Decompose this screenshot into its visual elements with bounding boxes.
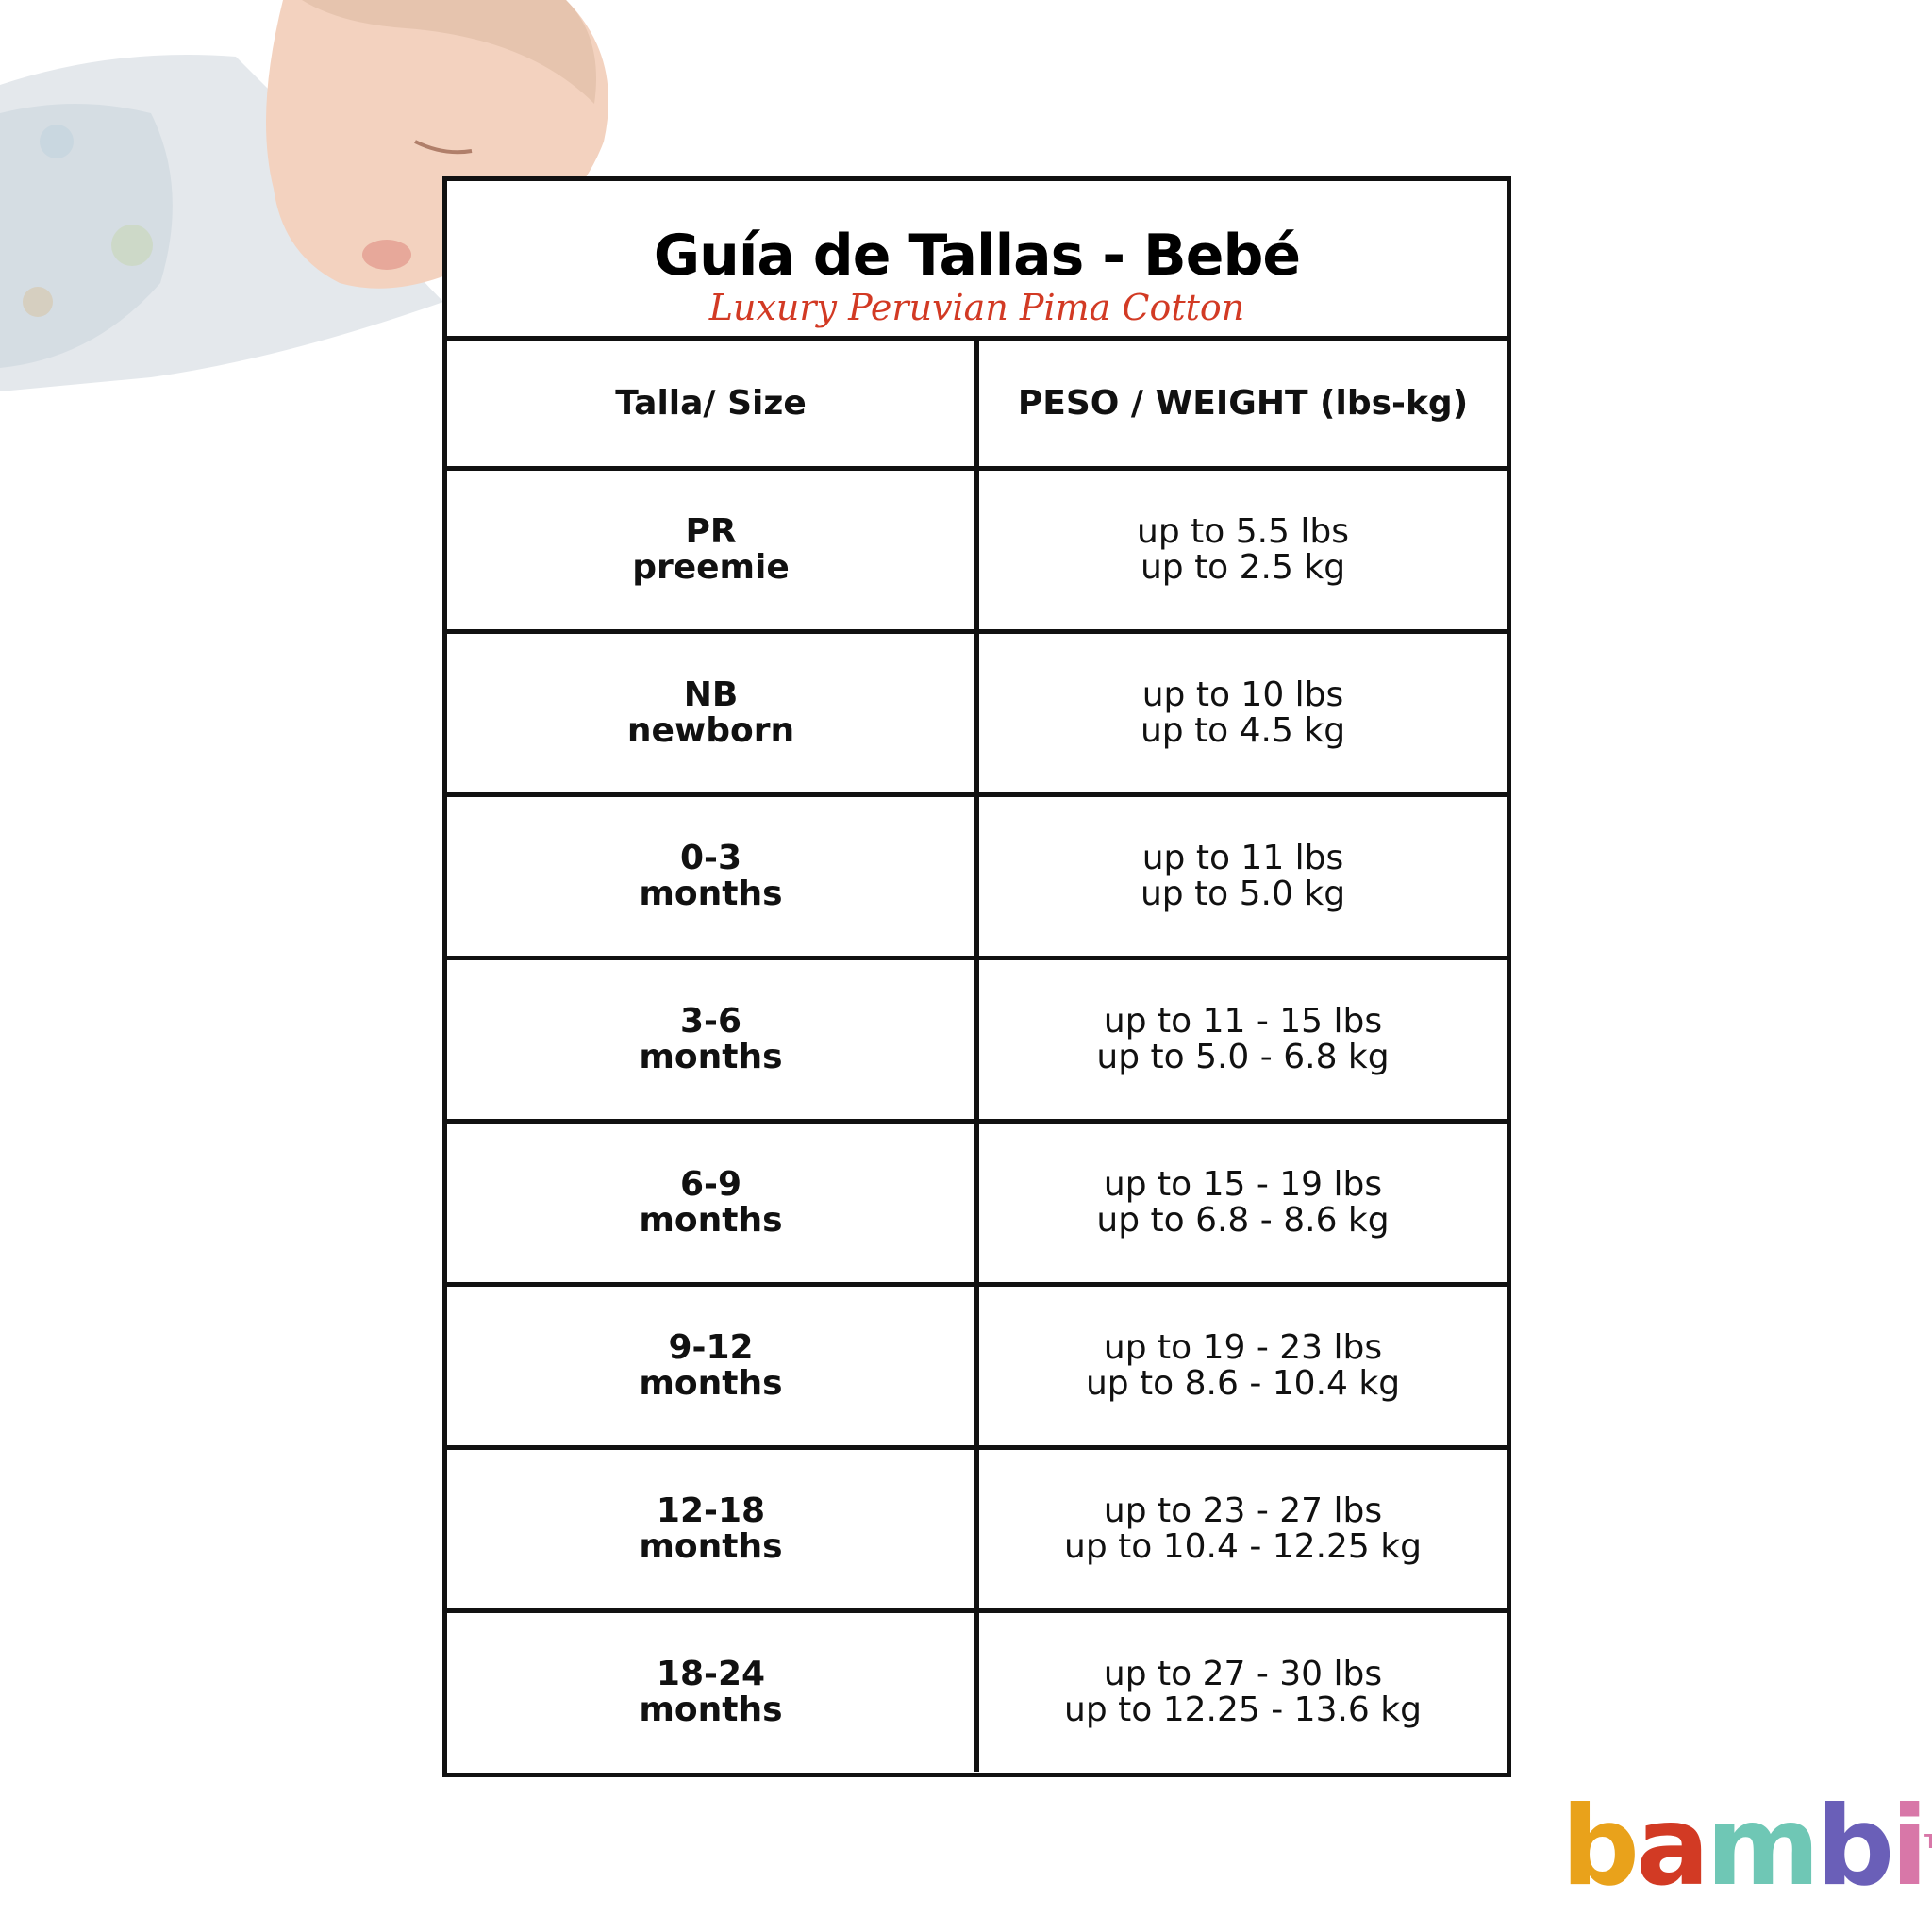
table-row: NB newborn up to 10 lbs up to 4.5 kg xyxy=(447,634,1507,797)
weight-cell: up to 19 - 23 lbs up to 8.6 - 10.4 kg xyxy=(979,1287,1507,1445)
weight-cell-line: up to 12.25 - 13.6 kg xyxy=(1064,1690,1422,1729)
weight-cell-line: up to 10.4 - 12.25 kg xyxy=(1064,1527,1422,1566)
size-cell-line: months xyxy=(639,1201,783,1240)
weight-cell: up to 15 - 19 lbs up to 6.8 - 8.6 kg xyxy=(979,1124,1507,1282)
size-cell-line: months xyxy=(639,1690,783,1729)
size-cell-line: 18-24 xyxy=(656,1655,766,1693)
size-cell-line: newborn xyxy=(626,711,795,750)
table-row: 12-18 months up to 23 - 27 lbs up to 10.4 -… xyxy=(447,1450,1507,1613)
weight-cell-line: up to 5.0 - 6.8 kg xyxy=(1096,1038,1390,1076)
table-header: Guía de Tallas - Bebé Luxury Peruvian Pi… xyxy=(447,181,1507,341)
size-cell-line: months xyxy=(639,1038,783,1076)
size-cell-line: preemie xyxy=(632,548,790,587)
weight-cell-line: up to 11 - 15 lbs xyxy=(1103,1002,1383,1041)
sleeping-baby-photo xyxy=(0,0,608,391)
bambi-logo: bambiTM xyxy=(1561,1783,1932,1910)
weight-cell-line: up to 2.5 kg xyxy=(1140,548,1346,587)
weight-cell: up to 11 lbs up to 5.0 kg xyxy=(979,797,1507,956)
weight-cell: up to 11 - 15 lbs up to 5.0 - 6.8 kg xyxy=(979,960,1507,1119)
weight-cell: up to 10 lbs up to 4.5 kg xyxy=(979,634,1507,792)
size-cell-line: months xyxy=(639,874,783,913)
size-cell: 6-9 months xyxy=(447,1124,979,1282)
size-cell: 18-24 months xyxy=(447,1613,979,1772)
size-cell-line: months xyxy=(639,1527,783,1566)
size-cell-line: NB xyxy=(683,675,739,714)
weight-cell-line: up to 4.5 kg xyxy=(1140,711,1346,750)
table-row: 18-24 months up to 27 - 30 lbs up to 12.25 … xyxy=(447,1613,1507,1772)
weight-cell-line: up to 23 - 27 lbs xyxy=(1103,1491,1383,1530)
logo-letter: m xyxy=(1706,1783,1820,1910)
size-cell: 12-18 months xyxy=(447,1450,979,1608)
column-header-weight: PESO / WEIGHT (lbs-kg) xyxy=(1017,383,1469,423)
weight-cell-line: up to 5.5 lbs xyxy=(1137,512,1349,551)
size-cell-line: 0-3 xyxy=(679,839,742,877)
column-header-size: Talla/ Size xyxy=(447,341,979,466)
table-row: 6-9 months up to 15 - 19 lbs up to 6.8 - 8.… xyxy=(447,1124,1507,1287)
table-row: 3-6 months up to 11 - 15 lbs up to 5.0 - 6.… xyxy=(447,960,1507,1124)
size-cell: 9-12 months xyxy=(447,1287,979,1445)
table-row: 9-12 months up to 19 - 23 lbs up to 8.6 - 1… xyxy=(447,1287,1507,1450)
column-header-row: Talla/ Size PESO / WEIGHT (lbs-kg) xyxy=(447,341,1507,471)
weight-cell: up to 23 - 27 lbs up to 10.4 - 12.25 kg xyxy=(979,1450,1507,1608)
size-cell: NB newborn xyxy=(447,634,979,792)
size-cell: PR preemie xyxy=(447,471,979,629)
size-cell-line: 9-12 xyxy=(668,1328,754,1367)
subtitle: Luxury Peruvian Pima Cotton xyxy=(708,287,1245,328)
size-cell-line: 3-6 xyxy=(679,1002,742,1041)
table-row: PR preemie up to 5.5 lbs up to 2.5 kg xyxy=(447,471,1507,634)
weight-cell-line: up to 6.8 - 8.6 kg xyxy=(1096,1201,1390,1240)
logo-letter: b xyxy=(1816,1783,1894,1910)
page-title: Guía de Tallas - Bebé xyxy=(653,223,1301,289)
weight-cell-line: up to 15 - 19 lbs xyxy=(1103,1165,1383,1204)
weight-cell: up to 27 - 30 lbs up to 12.25 - 13.6 kg xyxy=(979,1613,1507,1772)
size-chart-table: Guía de Tallas - Bebé Luxury Peruvian Pi… xyxy=(442,176,1511,1777)
weight-cell-line: up to 27 - 30 lbs xyxy=(1103,1655,1383,1693)
weight-cell-line: up to 8.6 - 10.4 kg xyxy=(1085,1364,1401,1403)
size-cell: 3-6 months xyxy=(447,960,979,1119)
size-cell-line: PR xyxy=(685,512,737,551)
size-cell-line: 6-9 xyxy=(679,1165,742,1204)
size-cell-line: 12-18 xyxy=(656,1491,766,1530)
trademark: TM xyxy=(1924,1830,1932,1853)
weight-cell-line: up to 19 - 23 lbs xyxy=(1103,1328,1383,1367)
logo-letter: i xyxy=(1890,1783,1928,1910)
weight-cell: up to 5.5 lbs up to 2.5 kg xyxy=(979,471,1507,629)
logo-letter: b xyxy=(1561,1783,1640,1910)
size-cell: 0-3 months xyxy=(447,797,979,956)
logo-letter: a xyxy=(1636,1783,1709,1910)
weight-cell-line: up to 11 lbs xyxy=(1141,839,1344,877)
weight-cell-line: up to 10 lbs xyxy=(1141,675,1344,714)
size-cell-line: months xyxy=(639,1364,783,1403)
weight-cell-line: up to 5.0 kg xyxy=(1140,874,1346,913)
table-row: 0-3 months up to 11 lbs up to 5.0 kg xyxy=(447,797,1507,960)
